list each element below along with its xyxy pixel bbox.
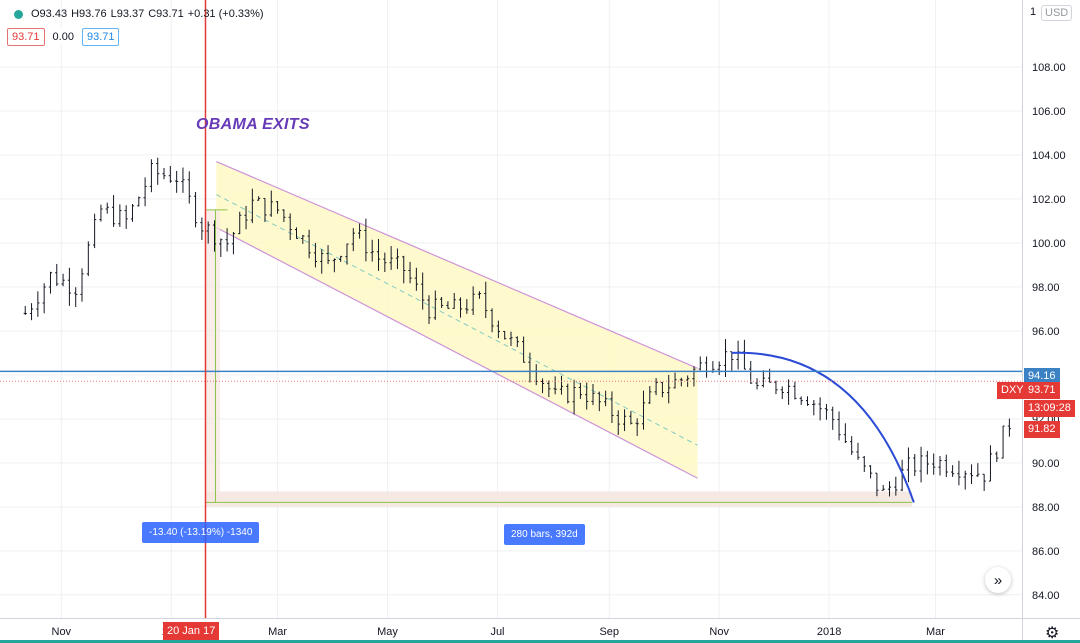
y-tick-label: 86.00	[1032, 546, 1060, 558]
status-dot-icon	[14, 9, 23, 19]
y-tick-label: 102.00	[1032, 194, 1066, 206]
price-series	[23, 157, 1011, 497]
sell-price-box[interactable]: 93.71	[7, 28, 45, 46]
y-axis[interactable]: 84.0086.0088.0090.0092.0094.0096.0098.00…	[1022, 0, 1066, 643]
x-axis[interactable]: Nov201MarMayJulSepNov2018Mar	[0, 618, 1080, 639]
arc-path	[731, 351, 915, 503]
buy-price-box[interactable]: 93.71	[81, 28, 120, 46]
channel-lower-edge	[216, 226, 698, 479]
regression-channel	[216, 160, 698, 479]
change-value: +0.31 (+0.33%)	[187, 8, 264, 20]
y-tick-label: 90.00	[1032, 458, 1060, 470]
annotation-text[interactable]: OBAMA EXITS	[196, 116, 310, 133]
curve-drawing	[731, 351, 915, 503]
x-tick-label: Sep	[599, 626, 619, 638]
x-tick-label: Jul	[490, 626, 504, 638]
symbol-tag: DXY	[997, 382, 1028, 399]
y-tick-label: 100.00	[1032, 238, 1066, 250]
x-tick-label: May	[377, 626, 398, 638]
trade-boxes: 93.71 0.00 93.71	[7, 28, 120, 46]
y-tick-label: 104.00	[1032, 150, 1066, 162]
vertical-marker-tag: 20 Jan 17	[163, 622, 220, 640]
y-tick-label: 84.00	[1032, 590, 1060, 602]
gear-icon[interactable]: ⚙	[1045, 625, 1060, 642]
last-bar-tag: 91.82	[1024, 421, 1060, 438]
open-value: O93.43	[31, 8, 68, 20]
measure-price-label: -13.40 (-13.19%) -1340	[142, 522, 260, 543]
channel-upper-edge	[216, 160, 698, 369]
scroll-to-realtime-button[interactable]: »	[985, 567, 1011, 593]
close-value: C93.71	[148, 8, 184, 20]
last-price-tag: 93.71	[1024, 382, 1060, 399]
high-value: H93.76	[71, 8, 107, 20]
y-tick-label: 98.00	[1032, 282, 1060, 294]
measure-region	[205, 209, 913, 507]
bottom-border	[0, 640, 1080, 643]
ohlc-legend: O93.43 H93.76 L93.37 C93.71 +0.31 (+0.33…	[14, 8, 264, 20]
x-tick-label: Nov	[52, 626, 72, 638]
x-tick-label: Nov	[709, 626, 729, 638]
currency-button[interactable]: USD	[1041, 5, 1073, 21]
y-axis-top-label: 1	[1030, 6, 1037, 18]
spread-value: 0.00	[50, 29, 76, 45]
measure-vertical-band	[205, 209, 220, 503]
y-tick-label: 88.00	[1032, 502, 1060, 514]
y-tick-label: 96.00	[1032, 326, 1060, 338]
channel-midline	[216, 194, 698, 446]
x-tick-label: Mar	[926, 626, 945, 638]
measure-bars-label: 280 bars, 392d	[504, 524, 585, 545]
x-tick-label: 2018	[817, 626, 841, 638]
low-value: L93.37	[110, 8, 145, 20]
x-tick-label: Mar	[268, 626, 287, 638]
countdown-tag: 13:09:28	[1024, 400, 1075, 417]
double-chevron-right-icon: »	[993, 571, 1003, 589]
measure-horizontal-band	[205, 491, 913, 507]
y-tick-label: 108.00	[1032, 62, 1066, 74]
y-tick-label: 106.00	[1032, 106, 1066, 118]
hline-price-tag: 94.16	[1024, 368, 1060, 385]
